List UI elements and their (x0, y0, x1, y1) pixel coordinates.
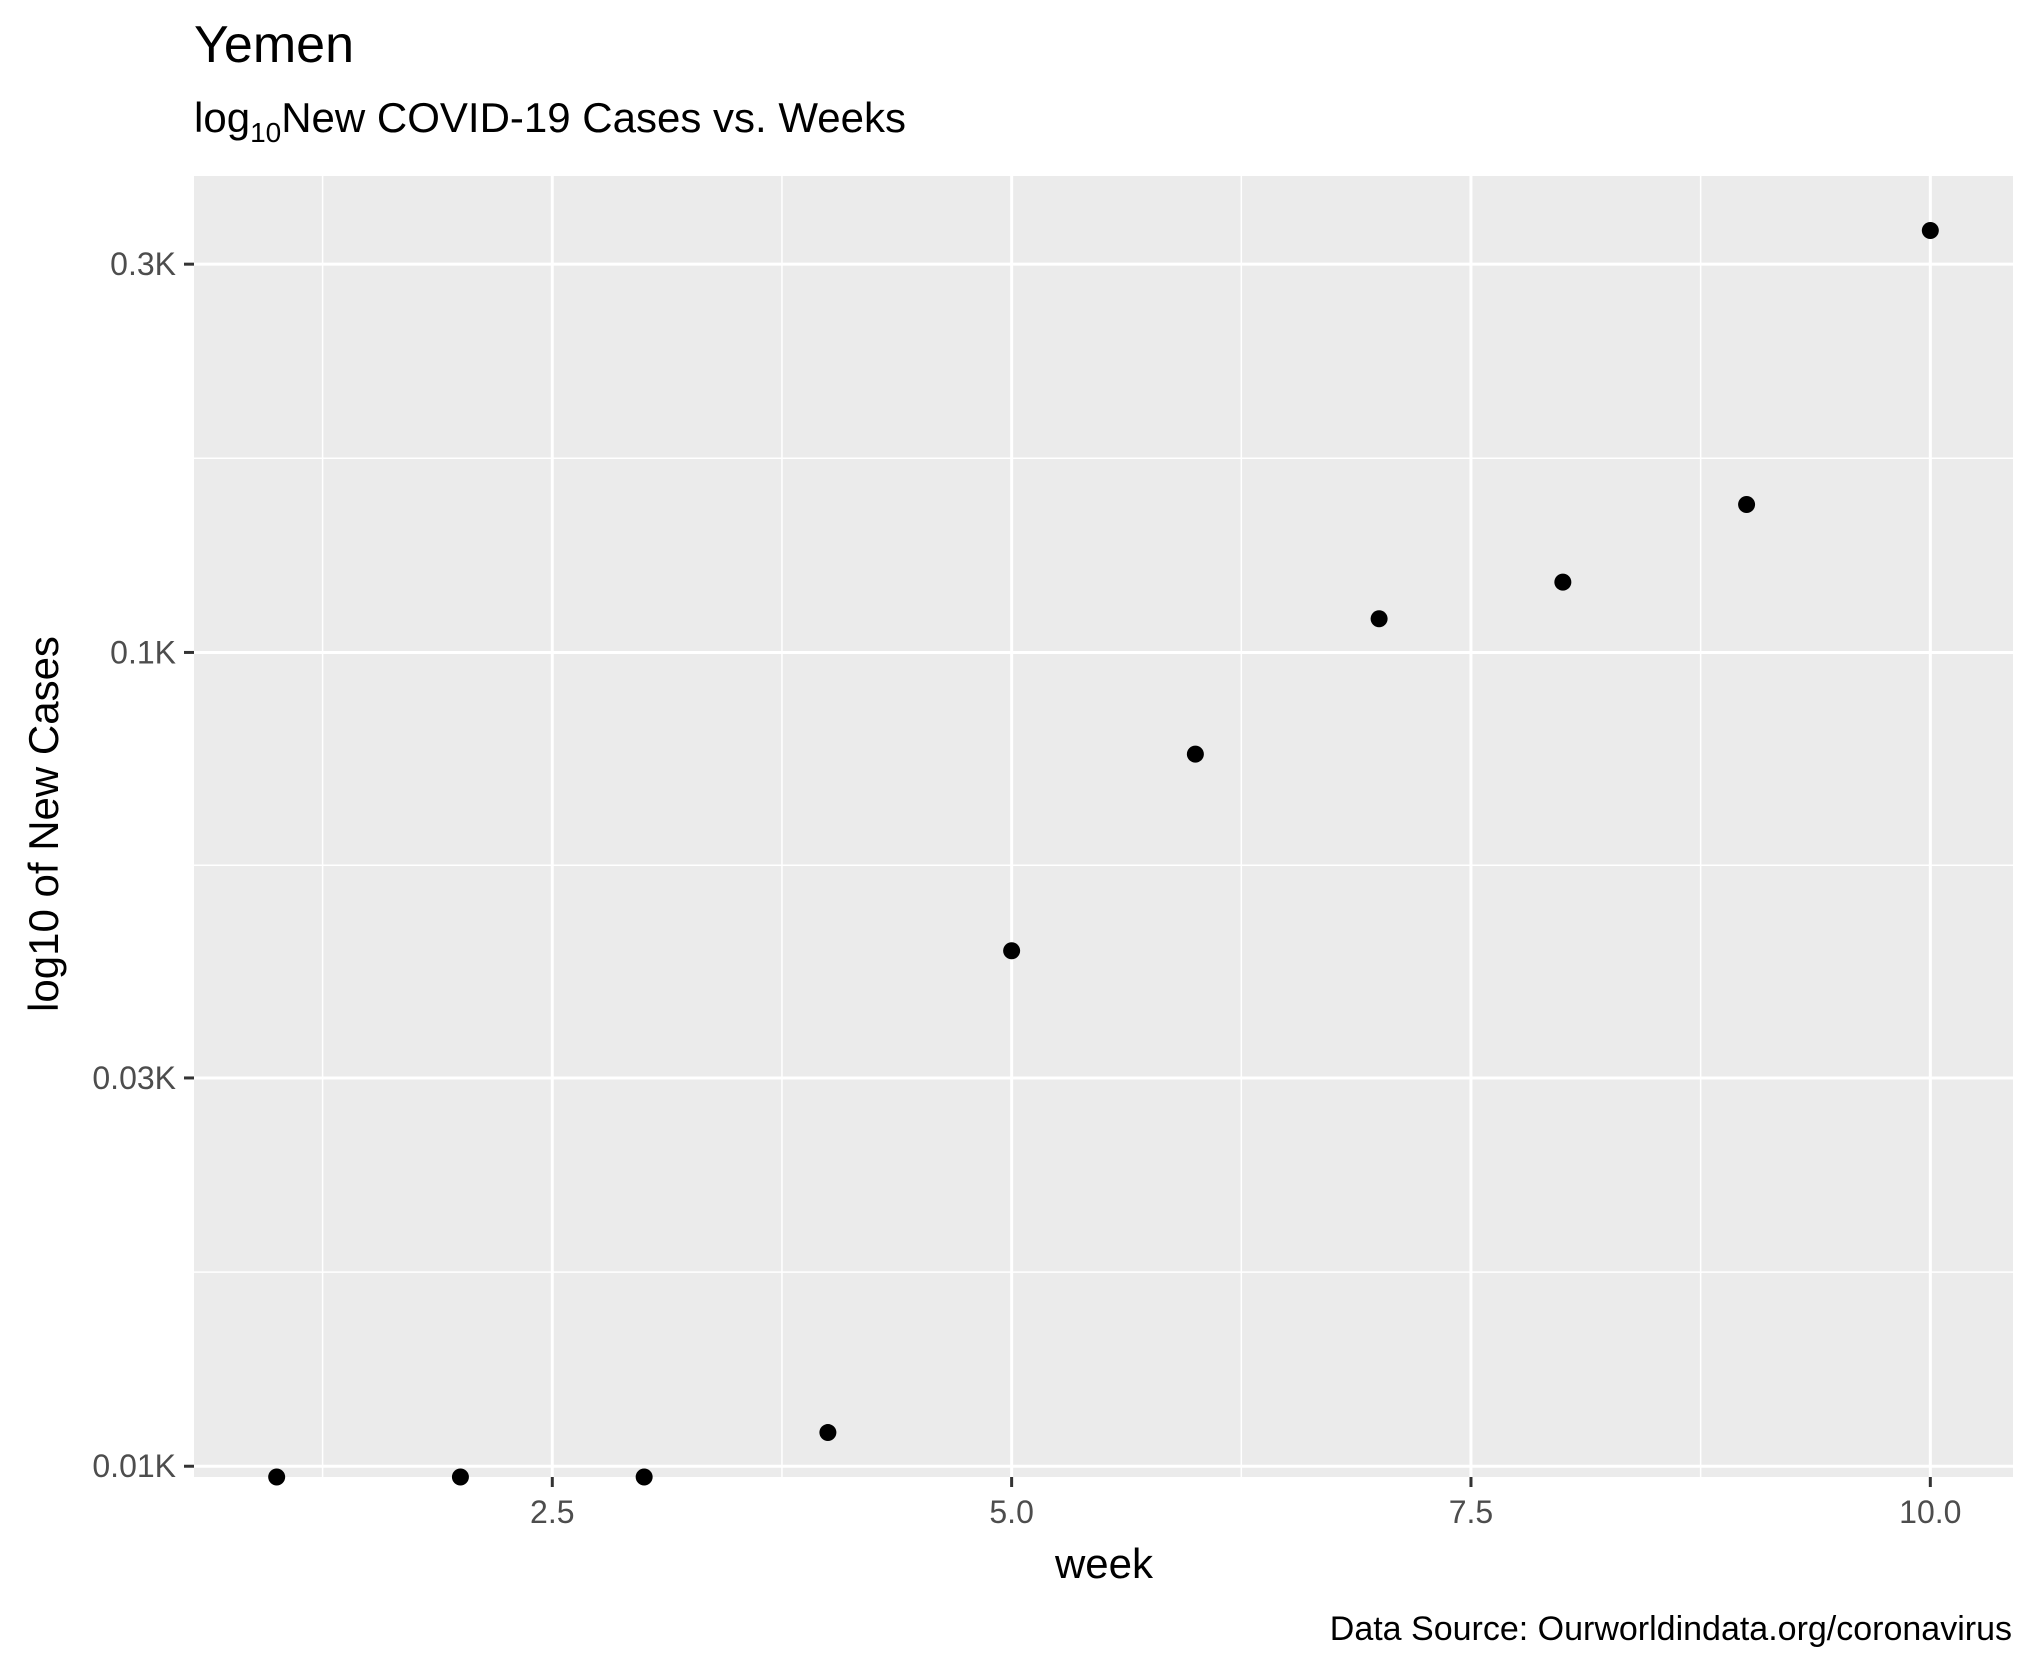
x-axis: 2.5 5.0 7.5 10.0 (530, 1477, 1961, 1530)
y-tick-label: 0.1K (110, 634, 176, 670)
y-tick-label: 0.03K (92, 1060, 176, 1096)
data-points (268, 221, 1939, 1486)
y-axis: 0.01K 0.03K 0.1K 0.3K (92, 246, 194, 1484)
x-tick-label: 7.5 (1449, 1494, 1493, 1530)
grid-minor (194, 176, 2013, 1477)
data-point (451, 1468, 469, 1486)
chart-subtitle-prefix: log (194, 94, 250, 141)
data-point (1370, 610, 1388, 628)
x-tick-label: 2.5 (530, 1494, 574, 1530)
y-axis-title: log10 of New Cases (20, 636, 67, 1012)
x-tick-label: 5.0 (989, 1494, 1033, 1530)
data-point (1186, 745, 1204, 763)
data-point (635, 1468, 653, 1486)
chart-subtitle-text: New COVID-19 Cases vs. Weeks (281, 94, 906, 141)
data-point (1738, 495, 1756, 513)
grid-major (194, 176, 2013, 1477)
data-point (819, 1424, 837, 1442)
chart-subtitle-subscript: 10 (250, 117, 281, 148)
y-tick-label: 0.01K (92, 1448, 176, 1484)
chart-subtitle: log10New COVID-19 Cases vs. Weeks (194, 94, 906, 148)
data-point (1921, 221, 1939, 239)
chart-title: Yemen (194, 16, 354, 74)
data-point (1554, 573, 1572, 591)
data-point (1003, 942, 1021, 960)
data-point (268, 1468, 286, 1486)
y-tick-label: 0.3K (110, 246, 176, 282)
x-axis-title: week (1054, 1540, 1154, 1587)
plot-panel (194, 176, 2013, 1477)
data-source-caption: Data Source: Ourworldindata.org/coronavi… (1330, 1610, 2012, 1648)
x-tick-label: 10.0 (1899, 1494, 1961, 1530)
